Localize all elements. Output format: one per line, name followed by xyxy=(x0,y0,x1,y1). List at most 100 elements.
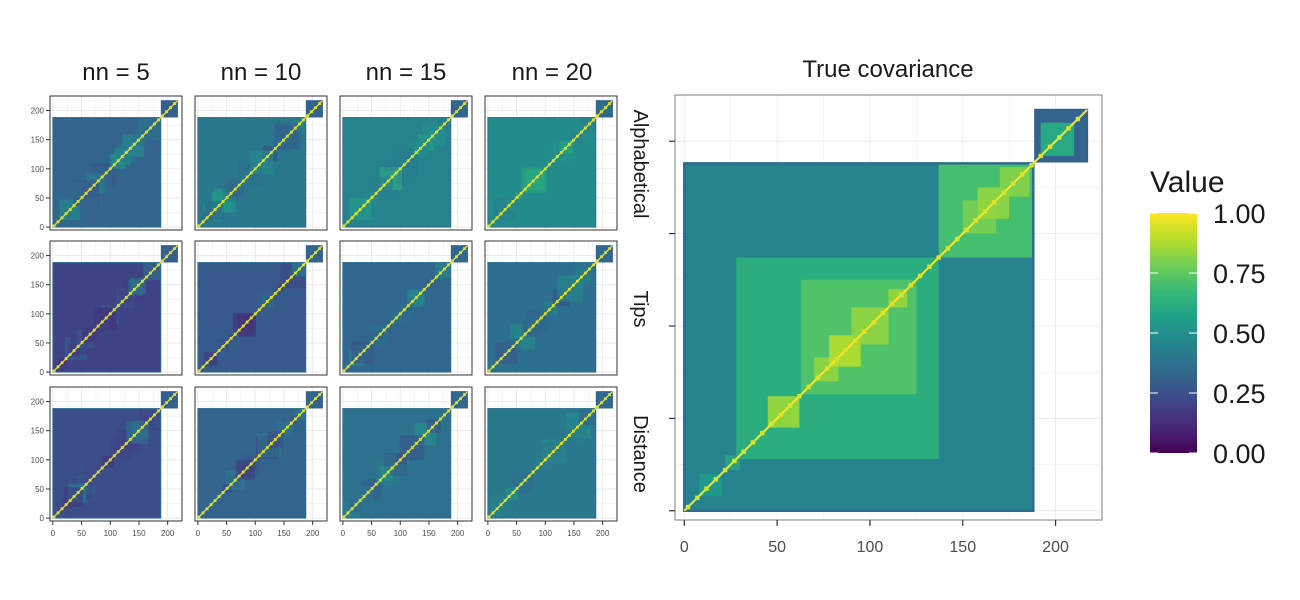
diagonal-cell xyxy=(722,467,728,473)
diagonal-cell xyxy=(455,110,458,114)
diagonal-cell xyxy=(116,450,120,454)
diagonal-cell xyxy=(354,357,358,361)
diagonal-cell xyxy=(495,216,499,220)
diagonal-cell xyxy=(992,199,997,205)
x-tick-label: 0 xyxy=(51,529,56,538)
diagonal-cell xyxy=(447,263,450,267)
diagonal-cell xyxy=(547,163,551,167)
diagonal-cell xyxy=(286,425,289,429)
panel-border xyxy=(674,94,1103,521)
diagonal-cell xyxy=(451,405,454,409)
diagonal-cell xyxy=(294,417,297,421)
diagonal-cell xyxy=(604,397,607,401)
x-tick-label: 50 xyxy=(512,529,521,538)
diagonal-cell xyxy=(1029,163,1034,168)
facet-panel xyxy=(339,95,473,231)
x-tick-label: 100 xyxy=(249,529,263,538)
diagonal-cell xyxy=(157,409,160,413)
diagonal-cell xyxy=(608,393,611,396)
diagonal-cell xyxy=(571,429,575,433)
diagonal-cell xyxy=(519,336,523,340)
diagonal-cell xyxy=(443,413,446,417)
diagonal-cell xyxy=(225,340,229,344)
diagonal-cell xyxy=(217,495,221,498)
diagonal-cell xyxy=(592,263,595,267)
diagonal-cell xyxy=(60,361,64,365)
diagonal-cell xyxy=(281,429,285,433)
diagonal-cell xyxy=(567,287,571,291)
diagonal-cell xyxy=(451,114,454,118)
diagonal-cell xyxy=(253,458,257,462)
diagonal-cell xyxy=(592,409,595,413)
legend: Value 1.00 0.75 0.50 0.25 0.00 xyxy=(1150,166,1266,469)
diagonal-cell xyxy=(370,340,374,344)
diagonal-cell xyxy=(310,110,313,114)
diagonal-cell xyxy=(116,304,120,308)
diagonal-cell xyxy=(584,271,587,275)
diagonal-cell xyxy=(390,175,394,179)
diagonal-cell xyxy=(843,347,848,353)
diagonal-cell xyxy=(290,130,293,134)
diagonal-cell xyxy=(580,275,583,279)
diagonal-cell xyxy=(374,482,378,486)
diagonal-cell xyxy=(253,312,257,316)
diagonal-cell xyxy=(277,142,281,146)
diagonal-cell xyxy=(511,345,515,348)
diagonal-cell xyxy=(257,308,261,312)
diagonal-cell xyxy=(519,191,523,195)
diagonal-cell xyxy=(398,312,402,316)
diagonal-cell xyxy=(136,138,140,142)
diagonal-cell xyxy=(145,421,148,425)
diagonal-cell xyxy=(390,320,394,324)
diagonal-cell xyxy=(580,421,583,425)
diagonal-cell xyxy=(523,332,527,336)
diagonal-cell xyxy=(281,283,285,287)
diagonal-cell xyxy=(402,454,406,458)
diagonal-cell xyxy=(104,462,108,466)
diagonal-cell xyxy=(249,171,253,175)
diagonal-cell xyxy=(559,442,563,445)
diagonal-cell xyxy=(358,499,362,503)
y-tick-label: 150 xyxy=(31,427,45,436)
diagonal-cell xyxy=(213,353,217,357)
diagonal-cell xyxy=(394,171,398,175)
diagonal-cell xyxy=(463,102,466,105)
y-tick-label: 100 xyxy=(31,456,45,465)
diagonal-cell xyxy=(604,251,607,255)
diagonal-cell xyxy=(76,200,80,203)
diagonal-cell xyxy=(314,251,317,255)
diagonal-cell xyxy=(507,349,511,352)
diagonal-cell xyxy=(1019,172,1025,177)
diagonal-cell xyxy=(277,433,281,437)
diagonal-cell xyxy=(406,304,410,308)
diagonal-cell xyxy=(435,130,438,134)
diagonal-cell xyxy=(153,122,156,126)
diagonal-cell xyxy=(1075,116,1081,122)
facet-panel xyxy=(339,240,473,376)
diagonal-cell xyxy=(596,259,599,263)
diagonal-cell xyxy=(491,511,495,515)
diagonal-cell xyxy=(539,171,543,175)
true-covariance-title: True covariance xyxy=(802,56,973,83)
diagonal-cell xyxy=(217,204,221,207)
diagonal-cell xyxy=(787,403,793,408)
panel-border xyxy=(194,95,328,231)
y-tick-label: 50 xyxy=(35,339,44,348)
diagonal-cell xyxy=(370,195,374,199)
diagonal-cell xyxy=(350,507,354,511)
diagonal-cell xyxy=(527,183,531,187)
diagonal-cell xyxy=(447,409,450,413)
diagonal-cell xyxy=(96,324,100,328)
diagonal-cell xyxy=(580,130,583,134)
diagonal-cell xyxy=(519,482,523,486)
diagonal-cell xyxy=(64,212,68,216)
diagonal-cell xyxy=(84,482,88,486)
diagonal-cell xyxy=(294,126,297,130)
diagonal-cell xyxy=(600,255,603,259)
diagonal-cell xyxy=(68,499,72,503)
diagonal-cell xyxy=(225,195,229,199)
legend-label: 0.00 xyxy=(1213,439,1266,469)
diagonal-cell xyxy=(92,474,96,478)
diagonal-cell xyxy=(112,454,116,458)
diagonal-cell xyxy=(563,147,567,150)
